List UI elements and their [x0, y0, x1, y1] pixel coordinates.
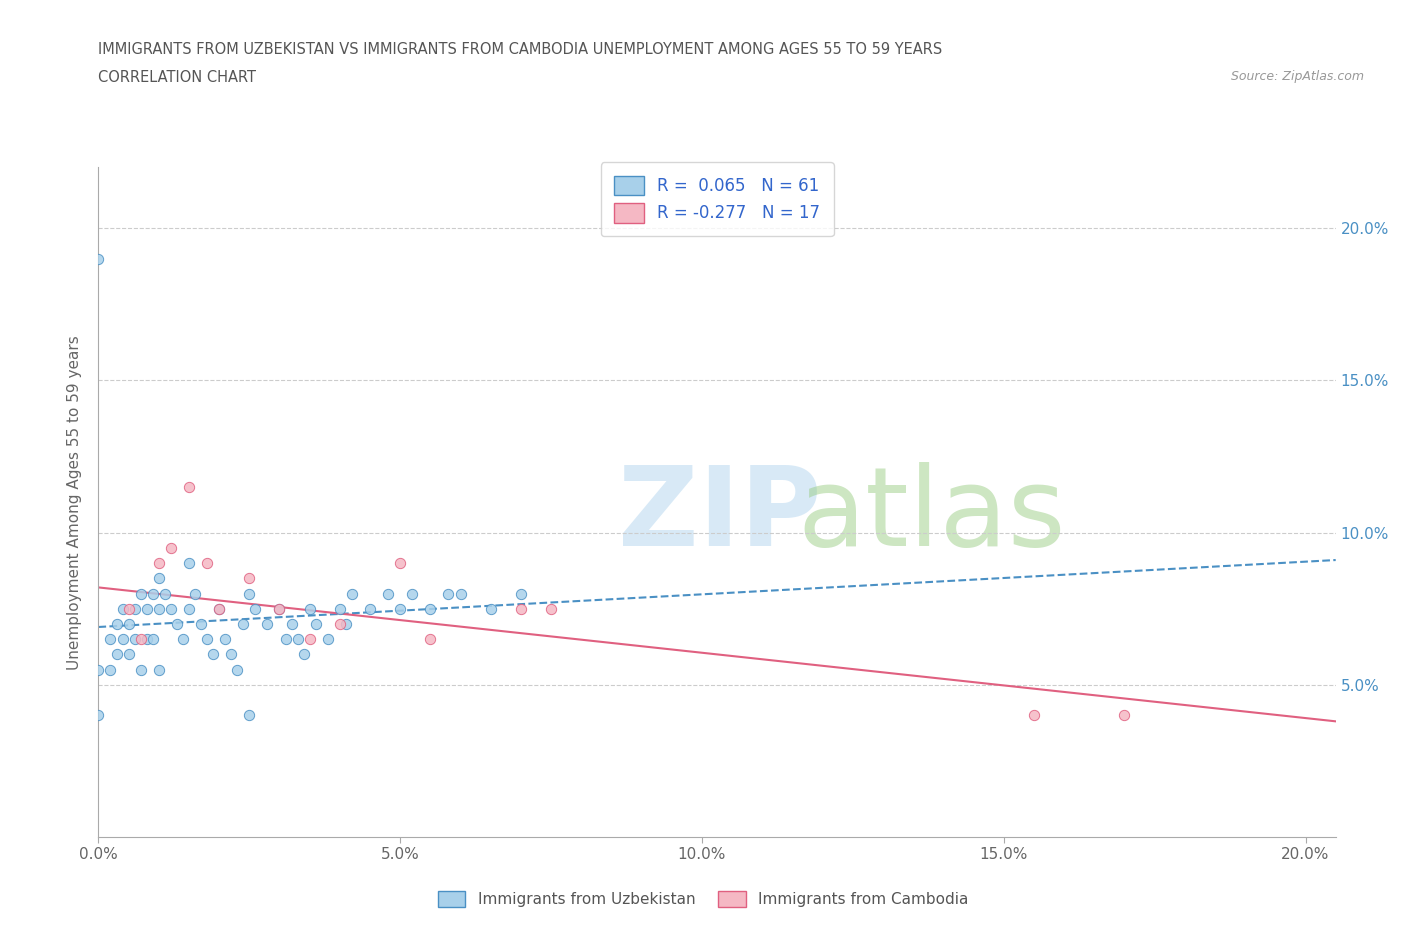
- Point: [148, 571, 170, 586]
- Point: [238, 571, 260, 586]
- Point: [335, 617, 357, 631]
- Point: [135, 602, 157, 617]
- Point: [177, 602, 200, 617]
- Legend: R =  0.065   N = 61, R = -0.277   N = 17: R = 0.065 N = 61, R = -0.277 N = 17: [600, 163, 834, 236]
- Point: [124, 631, 146, 646]
- Point: [305, 617, 328, 631]
- Point: [142, 586, 165, 601]
- Point: [195, 555, 218, 570]
- Point: [419, 631, 441, 646]
- Point: [148, 662, 170, 677]
- Point: [148, 602, 170, 617]
- Point: [419, 602, 441, 617]
- Point: [153, 586, 176, 601]
- Point: [377, 586, 399, 601]
- Point: [401, 586, 423, 601]
- Text: Source: ZipAtlas.com: Source: ZipAtlas.com: [1230, 70, 1364, 83]
- Text: ZIP: ZIP: [619, 462, 821, 569]
- Text: IMMIGRANTS FROM UZBEKISTAN VS IMMIGRANTS FROM CAMBODIA UNEMPLOYMENT AMONG AGES 5: IMMIGRANTS FROM UZBEKISTAN VS IMMIGRANTS…: [98, 42, 942, 57]
- Point: [238, 586, 260, 601]
- Text: atlas: atlas: [797, 462, 1066, 569]
- Point: [142, 631, 165, 646]
- Point: [316, 631, 339, 646]
- Point: [389, 555, 412, 570]
- Point: [111, 602, 134, 617]
- Point: [195, 631, 218, 646]
- Point: [129, 586, 152, 601]
- Point: [124, 602, 146, 617]
- Point: [274, 631, 297, 646]
- Point: [129, 662, 152, 677]
- Point: [280, 617, 302, 631]
- Point: [87, 708, 110, 723]
- Point: [298, 602, 321, 617]
- Point: [177, 480, 200, 495]
- Point: [87, 251, 110, 266]
- Point: [135, 631, 157, 646]
- Point: [509, 602, 531, 617]
- Point: [129, 631, 152, 646]
- Point: [105, 647, 128, 662]
- Point: [177, 555, 200, 570]
- Point: [214, 631, 236, 646]
- Point: [479, 602, 502, 617]
- Point: [245, 602, 267, 617]
- Point: [256, 617, 278, 631]
- Point: [437, 586, 460, 601]
- Point: [166, 617, 188, 631]
- Point: [269, 602, 291, 617]
- Point: [190, 617, 212, 631]
- Point: [226, 662, 249, 677]
- Point: [172, 631, 194, 646]
- Point: [100, 662, 122, 677]
- Point: [148, 555, 170, 570]
- Point: [269, 602, 291, 617]
- Point: [287, 631, 309, 646]
- Y-axis label: Unemployment Among Ages 55 to 59 years: Unemployment Among Ages 55 to 59 years: [67, 335, 83, 670]
- Point: [208, 602, 231, 617]
- Point: [340, 586, 363, 601]
- Point: [1022, 708, 1045, 723]
- Point: [117, 617, 139, 631]
- Point: [87, 662, 110, 677]
- Text: CORRELATION CHART: CORRELATION CHART: [98, 70, 256, 85]
- Point: [1114, 708, 1136, 723]
- Point: [329, 602, 352, 617]
- Point: [450, 586, 472, 601]
- Point: [208, 602, 231, 617]
- Point: [117, 602, 139, 617]
- Point: [540, 602, 562, 617]
- Point: [219, 647, 242, 662]
- Point: [111, 631, 134, 646]
- Point: [160, 602, 183, 617]
- Point: [100, 631, 122, 646]
- Point: [509, 586, 531, 601]
- Point: [329, 617, 352, 631]
- Point: [232, 617, 254, 631]
- Point: [238, 708, 260, 723]
- Point: [292, 647, 315, 662]
- Point: [105, 617, 128, 631]
- Point: [389, 602, 412, 617]
- Legend: Immigrants from Uzbekistan, Immigrants from Cambodia: Immigrants from Uzbekistan, Immigrants f…: [432, 884, 974, 913]
- Point: [298, 631, 321, 646]
- Point: [202, 647, 225, 662]
- Point: [184, 586, 207, 601]
- Point: [117, 647, 139, 662]
- Point: [359, 602, 381, 617]
- Point: [160, 540, 183, 555]
